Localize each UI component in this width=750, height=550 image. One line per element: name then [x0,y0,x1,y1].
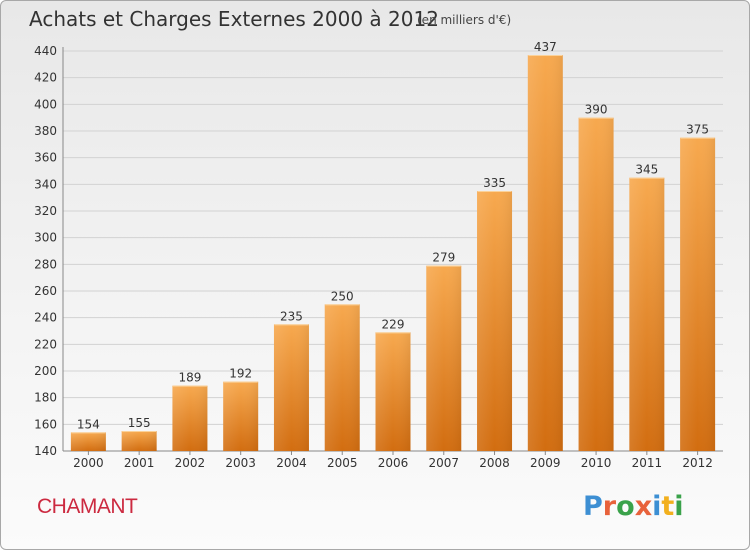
data-label: 155 [128,416,151,430]
y-tick-label: 440 [34,44,57,58]
data-label: 390 [585,103,608,117]
x-tick-label: 2003 [225,456,256,470]
y-tick-label: 300 [34,231,57,245]
axes: 140 160 180 200 220 240 260 280 300 320 340 360 380 4… [34,44,723,470]
logo-letter: i [674,491,684,522]
chart-subtitle: (en milliers d'€) [417,13,512,27]
x-tick-label: 2012 [682,456,713,470]
bar-shine [578,117,614,452]
x-tick-label: 2002 [175,456,206,470]
bar-shine [477,191,513,451]
bar-shine [527,55,563,451]
chart-title: Achats et Charges Externes 2000 à 2012 [29,7,439,31]
logo-letter: t [661,491,675,522]
bar-shine [273,324,309,451]
y-tick-label: 160 [34,417,57,431]
data-label: 250 [331,289,354,303]
proxiti-logo[interactable]: Proxiti [583,491,684,522]
logo-letter: x [634,491,653,522]
y-tick-label: 180 [34,391,57,405]
data-labels: 154 155 189 192 235 250 229 279 335 437 390 345 375 [77,40,709,431]
y-tick-label: 260 [34,284,57,298]
bar-shine [680,137,716,451]
y-tick-label: 340 [34,177,57,191]
y-tick-label: 360 [34,151,57,165]
bar-shine [375,332,411,451]
data-label: 335 [483,176,506,190]
x-tick-label: 2004 [276,456,307,470]
data-label: 154 [77,417,100,431]
x-tick-label: 2005 [327,456,358,470]
bar-shine [629,177,665,451]
bar-shine [172,385,208,451]
y-tick-label: 400 [34,97,57,111]
bars [70,55,716,452]
x-tick-label: 2000 [73,456,104,470]
x-tick-label: 2009 [530,456,561,470]
x-tick-label: 2007 [428,456,459,470]
bar-shine [70,432,106,451]
y-tick-label: 140 [34,444,57,458]
bar-shine [121,431,157,451]
bar-shine [426,265,462,451]
y-tick-label: 220 [34,337,57,351]
logo-letter: r [602,491,617,522]
data-label: 229 [382,317,405,331]
x-tick-label: 2010 [581,456,612,470]
bar-shine [324,304,360,451]
y-tick-label: 320 [34,204,57,218]
x-tick-label: 2001 [124,456,155,470]
y-tick-label: 420 [34,71,57,85]
y-tick-label: 240 [34,311,57,325]
data-label: 437 [534,40,557,54]
data-label: 192 [229,367,252,381]
logo-letter: o [616,491,635,522]
y-tick-label: 280 [34,257,57,271]
data-label: 279 [432,251,455,265]
x-tick-label: 2011 [632,456,663,470]
bar-shine [223,381,259,451]
data-label: 189 [178,371,201,385]
data-label: 375 [686,123,709,137]
logo-letter: i [652,491,662,522]
commune-name: CHAMANT [37,495,138,518]
x-tick-label: 2006 [378,456,409,470]
y-tick-label: 380 [34,124,57,138]
x-tick-label: 2008 [479,456,510,470]
y-tick-label: 200 [34,364,57,378]
data-label: 235 [280,309,303,323]
logo-letter: P [583,491,603,522]
data-label: 345 [635,163,658,177]
